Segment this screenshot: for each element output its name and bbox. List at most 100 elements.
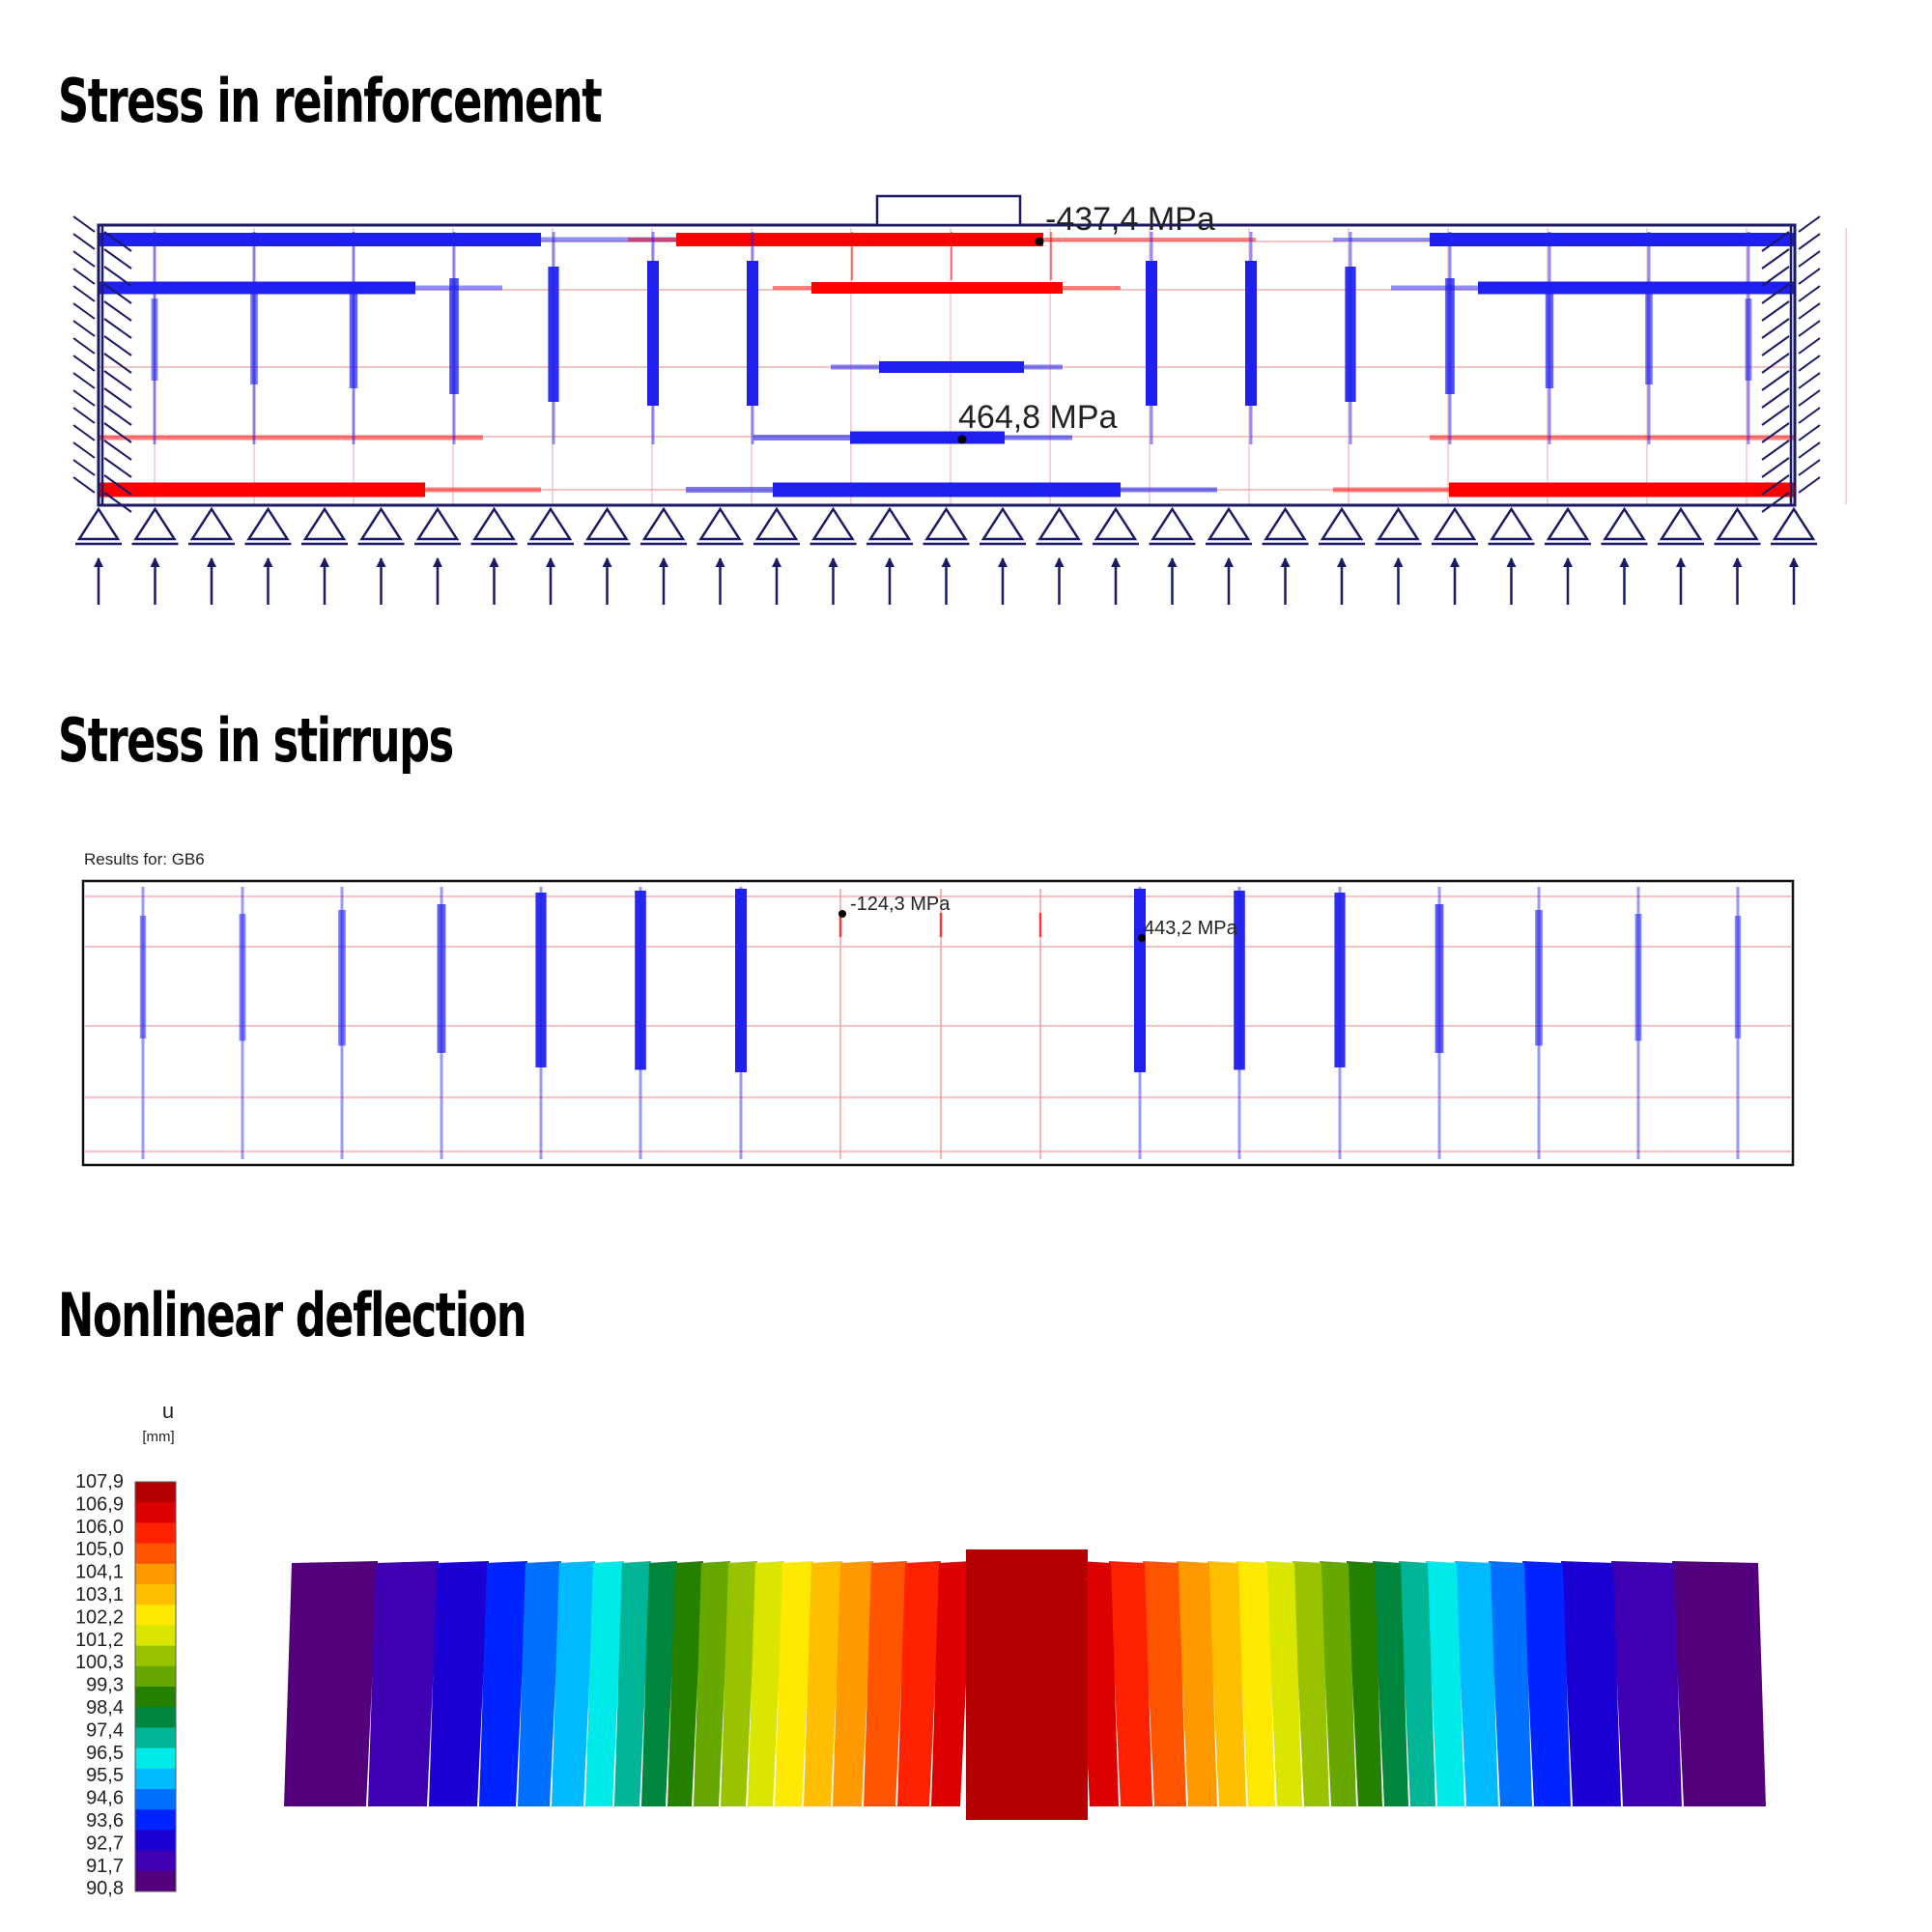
legend-value: 93,6 (86, 1810, 124, 1832)
hatch-line (1798, 302, 1821, 320)
hatch-line (103, 405, 132, 426)
legend-swatch (135, 1645, 176, 1667)
deflection-band (614, 1561, 651, 1806)
hatch-line (1761, 231, 1790, 252)
section-title-deflection: Nonlinear deflection (58, 1280, 527, 1350)
label-stirrup-max: 443,2 MPa (1144, 918, 1238, 939)
hatch-line (103, 318, 132, 339)
deflection-band (1522, 1561, 1571, 1806)
legend-swatch (135, 1665, 176, 1688)
deflection-band (1672, 1561, 1766, 1806)
support-triangle (415, 506, 460, 541)
deflection-contour (284, 1549, 1766, 1820)
legend-value: 100,3 (75, 1652, 124, 1673)
deflection-band (931, 1561, 972, 1806)
legend-swatch (135, 1789, 176, 1810)
hatch-line (72, 424, 96, 441)
hatch-line (1798, 389, 1821, 407)
legend-value: 95,5 (86, 1765, 124, 1786)
hatch-line (72, 215, 96, 233)
section-title-stirrups: Stress in stirrups (58, 705, 454, 776)
legend-swatch (135, 1870, 176, 1892)
hatch-line (1761, 387, 1790, 409)
hatch-line (72, 337, 96, 355)
legend-value: 101,2 (75, 1630, 124, 1651)
hatch-line (1798, 355, 1821, 372)
legend-swatch (135, 1747, 176, 1770)
hatch-line (1761, 248, 1790, 270)
support-triangle (76, 506, 121, 541)
legend-border (134, 1481, 177, 1892)
support-triangle (1490, 506, 1533, 541)
deflection-band (1208, 1561, 1246, 1806)
reinforcement-bars (99, 223, 1795, 497)
hatch-line (1761, 492, 1790, 513)
supports (75, 506, 1817, 605)
legend-value: 92,7 (86, 1833, 124, 1854)
hatch-line (72, 233, 96, 250)
support-triangle (1716, 506, 1759, 541)
support-triangle (754, 506, 799, 541)
support-triangle (1772, 506, 1816, 541)
legend-swatch (135, 1625, 176, 1647)
hatch-line (1761, 440, 1790, 461)
legend-swatch (135, 1768, 176, 1790)
hatch-line (72, 389, 96, 407)
deflection-band (284, 1561, 378, 1806)
hatch-line (1798, 372, 1821, 389)
legend-swatch (135, 1707, 176, 1728)
legend-value: 106,9 (75, 1493, 124, 1515)
support-triangle (189, 506, 234, 541)
deflection-legend: 107,9106,9106,0105,0104,1103,1102,2101,2… (75, 1471, 177, 1899)
support-triangle (1546, 506, 1590, 541)
legend-value: 97,4 (86, 1719, 124, 1741)
deflection-band (1078, 1561, 1119, 1806)
deflection-band (668, 1561, 703, 1806)
legend-value: 104,1 (75, 1562, 124, 1583)
deflection-band (721, 1561, 757, 1806)
deflection-band (1489, 1561, 1532, 1806)
hatch-line (103, 370, 132, 391)
hatch-line (1761, 422, 1790, 443)
deflection-band (775, 1561, 813, 1806)
support-triangle (1094, 506, 1138, 541)
legend-variable: u (162, 1399, 174, 1423)
deflection-band (864, 1561, 907, 1806)
hatch-line (1798, 320, 1821, 337)
hatch-line (72, 441, 96, 459)
deflection-band (1347, 1561, 1382, 1806)
deflection-band (368, 1561, 439, 1806)
hatch-line (1761, 474, 1790, 496)
label-compression-max: -437,4 MPa (1045, 201, 1215, 238)
support-triangle (585, 506, 629, 541)
legend-swatch (135, 1522, 176, 1545)
deflection-band (804, 1561, 842, 1806)
max-point-top (1035, 237, 1044, 246)
legend-value: 103,1 (75, 1584, 124, 1605)
hatch-line (72, 459, 96, 476)
hatch-line (1798, 250, 1821, 268)
stirrup-panel (81, 879, 1795, 1167)
hatch-line (1761, 266, 1790, 287)
deflection-band (552, 1561, 595, 1806)
deflection-band (1561, 1561, 1621, 1806)
support-triangle (1151, 506, 1194, 541)
legend-swatch (135, 1482, 176, 1503)
deflection-band (1320, 1561, 1356, 1806)
legend-value: 94,6 (86, 1788, 124, 1809)
hatch-line (103, 335, 132, 356)
load-plate (875, 194, 1022, 227)
hatch-line (103, 248, 132, 270)
load-plate-deflection (966, 1549, 1088, 1578)
hatch-line (1761, 318, 1790, 339)
support-triangle (472, 506, 516, 541)
hatch-line (1761, 300, 1790, 322)
deflection-band (585, 1561, 624, 1806)
legend-value: 96,5 (86, 1743, 124, 1764)
legend-swatch (135, 1687, 176, 1708)
deflection-band (1373, 1561, 1408, 1806)
hatch-line (72, 285, 96, 302)
hatch-line (103, 283, 132, 304)
hatch-line (1798, 268, 1821, 285)
